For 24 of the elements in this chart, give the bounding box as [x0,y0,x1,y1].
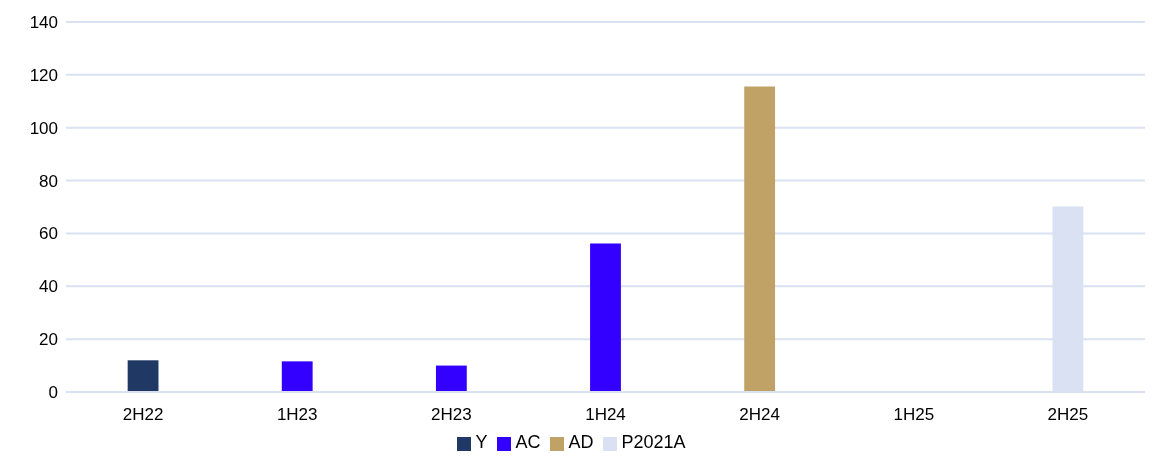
y-tick-label: 20 [39,330,58,350]
y-tick-label: 40 [39,277,58,297]
x-tick-label: 2H22 [122,405,164,425]
x-tick-label: 2H23 [431,405,472,425]
bar [127,360,159,392]
legend-label: AD [568,432,594,452]
x-tick-label: 1H23 [276,405,318,425]
y-tick-label: 60 [39,224,58,244]
bar [435,365,467,392]
x-tick-label: 2H25 [1047,405,1089,425]
legend-label: P2021A [621,432,686,452]
y-tick-label: 100 [29,118,58,138]
y-tick-label: 0 [48,383,58,403]
x-tick-label: 1H24 [585,405,626,425]
y-tick-label: 80 [39,171,58,191]
x-tick-label: 1H25 [893,405,935,425]
bar [744,86,776,392]
x-tick-label: 2H24 [739,405,780,425]
bar [590,243,621,392]
legend-label: Y [475,432,488,452]
y-tick-label: 120 [29,65,58,85]
legend-label: AC [515,432,541,452]
bar [281,361,313,392]
y-tick-label: 140 [29,13,58,33]
